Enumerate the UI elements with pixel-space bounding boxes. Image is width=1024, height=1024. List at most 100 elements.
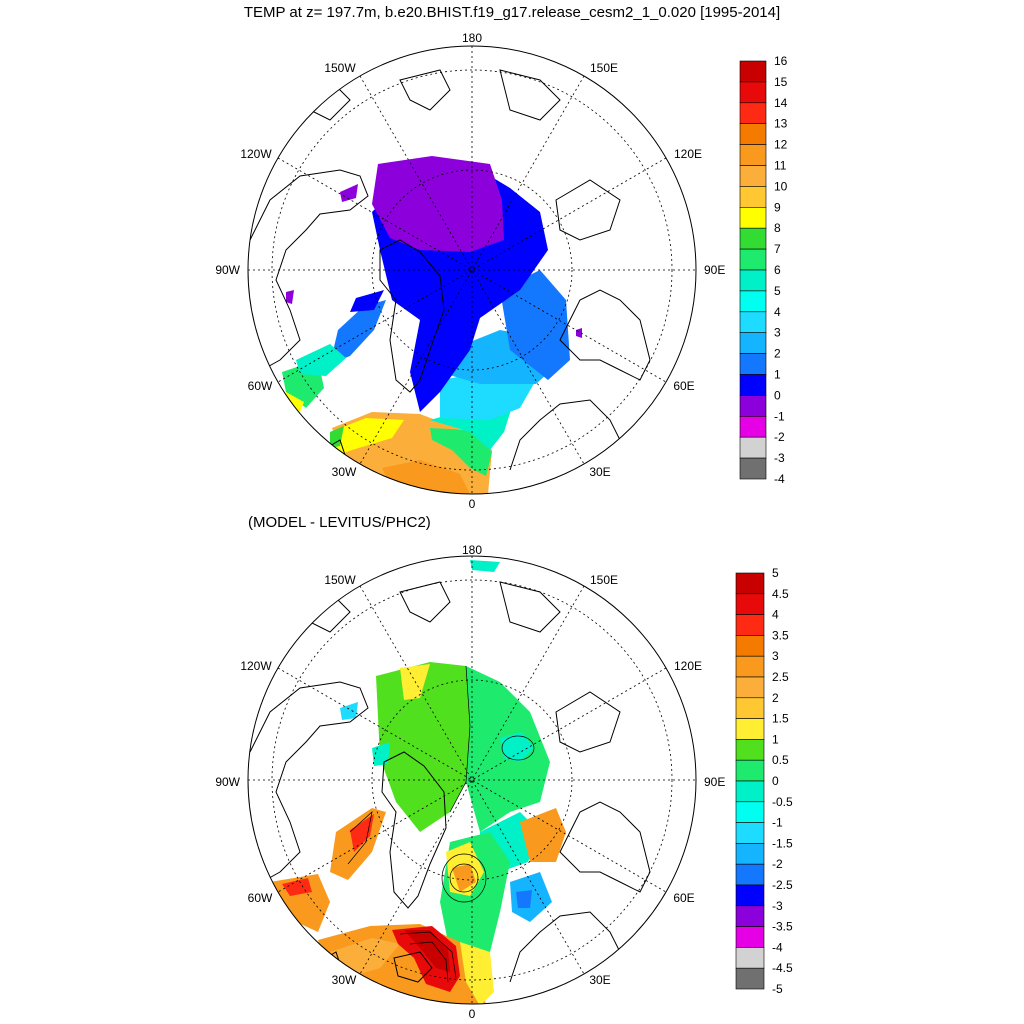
- map-boundary-bottom: [247, 555, 697, 1005]
- field-canada-purple: [340, 184, 358, 202]
- colorbar-tick-label: 4: [772, 608, 779, 622]
- field-labrador-yellow: [286, 392, 304, 412]
- graticule-bottom: [248, 556, 696, 1004]
- colorbar-swatch: [735, 593, 765, 615]
- colorbar-tick-label: -3.5: [772, 920, 793, 934]
- colorbar-swatch: [735, 759, 765, 782]
- colorbar-tick-label: -1.5: [772, 836, 793, 850]
- field-bering-cyan: [470, 560, 500, 572]
- lon-label-180: 180: [462, 543, 482, 557]
- colorbar-tick-label: 11: [774, 159, 787, 173]
- field-arctic-cyan: [500, 732, 534, 762]
- colorbar-tick-label: 8: [774, 221, 781, 235]
- lon-label-90e: 90E: [704, 263, 725, 277]
- colorbar-swatch: [739, 332, 767, 354]
- lon-label-120e: 120E: [674, 659, 702, 673]
- colorbar-tick-label: 2: [774, 347, 781, 361]
- colorbar-swatch: [739, 207, 767, 229]
- map-boundary-top: [247, 45, 697, 495]
- lon-label-150e: 150E: [590, 573, 618, 587]
- isolines-bottom: [347, 665, 535, 983]
- colorbar-swatch: [739, 227, 767, 250]
- colorbar-tick-label: 7: [774, 242, 781, 256]
- field-labrador-red: [282, 878, 312, 896]
- colorbar-swatch: [735, 739, 765, 761]
- lon-label-150e: 150E: [590, 61, 618, 75]
- lon-label-90w: 90W: [215, 263, 240, 277]
- colorbar-tick-label: 9: [774, 200, 781, 214]
- colorbar-swatch: [739, 144, 767, 166]
- colorbar-tick-label: -1: [772, 816, 783, 830]
- colorbar-tick-label: -4: [774, 472, 785, 486]
- colorbar-swatch: [739, 123, 767, 145]
- field-hudson-purple: [286, 290, 294, 304]
- colorbar-swatch: [739, 60, 767, 83]
- lon-label-90w: 90W: [215, 775, 240, 789]
- colorbar-tick-label: 0: [774, 388, 781, 402]
- colorbar-swatch: [735, 718, 765, 740]
- colorbar-swatch: [735, 676, 765, 699]
- colorbar-swatch: [735, 884, 765, 907]
- lon-label-0: 0: [469, 1007, 476, 1021]
- colorbar-tick-label: 2.5: [772, 670, 789, 684]
- colorbar-tick-label: 0: [772, 774, 779, 788]
- lon-label-150w: 150W: [324, 61, 356, 75]
- colorbar-tick-label: 14: [774, 96, 788, 110]
- colorbar-tick-label: -3: [774, 451, 785, 465]
- colorbar-tick-label: 1: [772, 732, 779, 746]
- lon-label-120e: 120E: [674, 147, 702, 161]
- colorbar-swatch: [735, 967, 765, 990]
- field-baffin-red: [350, 814, 374, 852]
- colorbar-tick-label: 16: [774, 54, 788, 68]
- field-kara-blue: [500, 270, 570, 380]
- colorbar-swatch: [735, 780, 765, 803]
- colorbar-tick-label: -2: [772, 857, 783, 871]
- colorbar-tick-label: 1.5: [772, 712, 789, 726]
- lon-label-30w: 30W: [332, 973, 357, 987]
- colorbar-tick-label: 13: [774, 117, 788, 131]
- colorbar-tick-label: 3.5: [772, 628, 789, 642]
- colorbar-tick-label: -3: [772, 899, 783, 913]
- polar-map-temperature: 180 150W 150E 120W 120E 90W 90E 60W 60E …: [215, 31, 788, 511]
- lon-label-0: 0: [469, 497, 476, 511]
- colorbar-tick-label: 5: [772, 566, 779, 580]
- colorbar-tick-label: 15: [774, 75, 788, 89]
- colorbar-swatch: [739, 415, 767, 438]
- lon-label-60e: 60E: [673, 891, 694, 905]
- lon-label-30e: 30E: [589, 465, 610, 479]
- lon-label-90e: 90E: [704, 775, 725, 789]
- colorbar-swatch: [739, 457, 767, 480]
- plot-title-bottom: (MODEL - LEVITUS/PHC2): [248, 514, 431, 531]
- colorbar-swatch: [739, 186, 767, 208]
- colorbar-tick-label: -0.5: [772, 795, 793, 809]
- colorbar-swatch: [735, 801, 765, 823]
- colorbar-swatch: [735, 635, 765, 657]
- lon-label-30e: 30E: [589, 973, 610, 987]
- lon-label-120w: 120W: [240, 147, 272, 161]
- colorbar-tick-label: -4.5: [772, 961, 793, 975]
- field-laptev-purple: [576, 328, 582, 338]
- colorbar-tick-label: 1: [774, 368, 781, 382]
- lon-label-60e: 60E: [673, 379, 694, 393]
- field-arctic-green: [376, 662, 480, 832]
- field-norwegian-green: [430, 428, 492, 476]
- colorbar-tick-label: 2: [772, 691, 779, 705]
- field-kara-darkblue: [516, 890, 532, 908]
- field-baffin-dark: [350, 290, 384, 312]
- colorbar-swatch: [739, 269, 767, 292]
- colorbar-swatch: [739, 311, 767, 333]
- longitude-labels-top: 180 150W 150E 120W 120E 90W 90E 60W 60E …: [215, 31, 725, 511]
- colorbar-swatch: [739, 374, 767, 396]
- field-nordic-yellow: [460, 942, 494, 1004]
- colorbar-tick-label: -2: [774, 430, 785, 444]
- colorbar-swatch: [735, 822, 765, 844]
- colorbar-swatch: [739, 353, 767, 375]
- colorbar-swatch: [735, 947, 765, 969]
- lon-label-60w: 60W: [248, 379, 273, 393]
- colorbar-swatch: [735, 614, 765, 636]
- colorbar-tick-label: -1: [774, 409, 785, 423]
- colorbar-tick-label: 4: [774, 305, 781, 319]
- plot-title-top: TEMP at z= 197.7m, b.e20.BHIST.f19_g17.r…: [243, 4, 781, 21]
- colorbar-swatch: [735, 905, 765, 927]
